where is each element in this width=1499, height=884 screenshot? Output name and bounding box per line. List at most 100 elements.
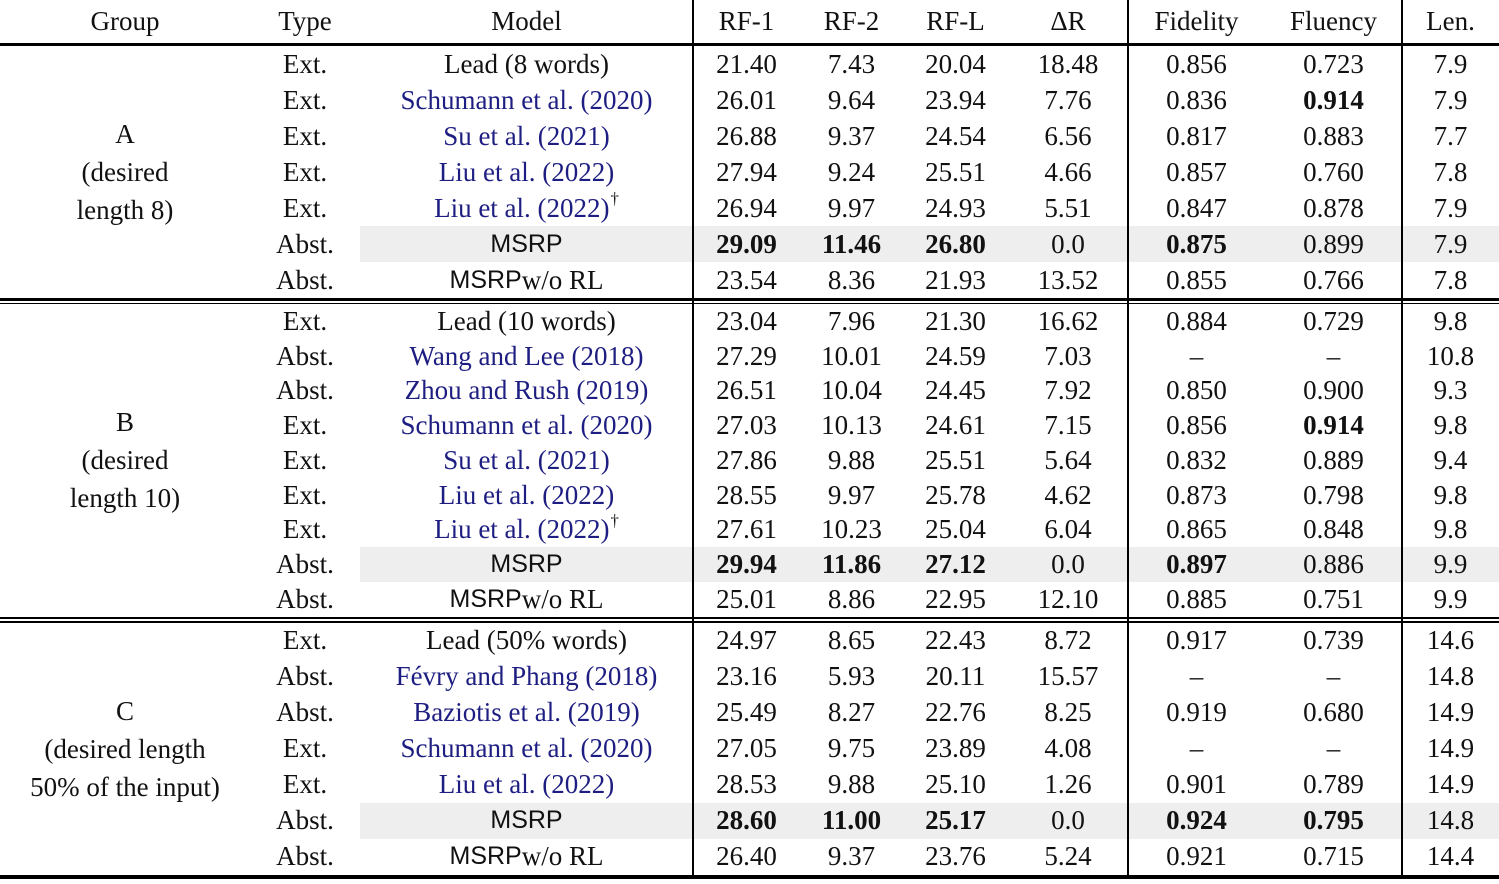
cell-type: Abst. — [276, 805, 334, 836]
group-section-A: A (desired length 8) Ext. Lead (8 words) 21.4… — [0, 46, 1499, 298]
cell-model: MSRP w/o RL — [360, 262, 693, 298]
cell-rf2: 10.01 — [821, 340, 882, 371]
cell-rfl: 23.94 — [925, 84, 986, 115]
citation-link[interactable]: Su et al. (2021) — [443, 120, 610, 151]
cell-type: Abst. — [276, 375, 334, 406]
cell-rf2: 9.88 — [827, 444, 876, 475]
cell-fluency: 0.900 — [1303, 375, 1364, 406]
cell-fluency: 0.798 — [1303, 479, 1364, 510]
cell-rf1: 27.61 — [716, 514, 777, 545]
cell-rf1: 27.29 — [716, 340, 777, 371]
cell-rf2: 9.97 — [827, 192, 876, 223]
cell-len: 7.9 — [1433, 84, 1468, 115]
cell-len: 14.9 — [1426, 733, 1475, 764]
cell-rf2: 11.00 — [800, 802, 903, 839]
model-text: w/o RL — [521, 264, 604, 295]
cell-fluency: 0.739 — [1303, 625, 1364, 656]
cell-fluency: 0.899 — [1265, 226, 1402, 262]
cell-len: 7.9 — [1433, 48, 1468, 79]
column-header-rf1: RF-1 — [718, 6, 775, 36]
citation-link[interactable]: Liu et al. (2022) — [438, 156, 615, 187]
cell-model: MSRP w/o RL — [360, 582, 693, 617]
column-header-rf2: RF-2 — [823, 6, 880, 36]
cell-rf2: 9.24 — [827, 156, 876, 187]
citation-link[interactable]: Liu et al. (2022) — [434, 192, 610, 223]
cell-rfl: 22.95 — [925, 584, 986, 614]
citation-link[interactable]: Su et al. (2021) — [443, 444, 610, 475]
cell-delta-r: 8.25 — [1044, 697, 1092, 728]
citation-link[interactable]: Schumann et al. (2020) — [400, 733, 653, 764]
cell-fidelity: 0.857 — [1166, 156, 1227, 187]
cell-len: 9.8 — [1433, 410, 1468, 441]
column-header-delta-r: ΔR — [1050, 6, 1086, 36]
cell-rfl: 26.80 — [903, 226, 1008, 262]
cell-rf2: 8.86 — [827, 584, 876, 614]
cell-rf1: 26.01 — [716, 84, 777, 115]
cell-fidelity: 0.856 — [1166, 410, 1227, 441]
model-name: MSRP — [449, 585, 522, 613]
cell-fidelity: 0.901 — [1166, 769, 1227, 800]
cell-rf1: 26.51 — [716, 375, 777, 406]
cell-delta-r: 5.51 — [1044, 192, 1092, 223]
cell-rfl: 25.04 — [925, 514, 986, 545]
dagger-superscript: † — [610, 188, 619, 208]
vertical-separator-model-rf1 — [692, 0, 694, 879]
cell-rf1: 29.09 — [693, 226, 800, 262]
cell-len: 7.9 — [1433, 192, 1468, 223]
rule-line-thick — [0, 616, 1499, 620]
cell-rf2: 8.65 — [827, 625, 876, 656]
cell-len: 14.9 — [1426, 697, 1475, 728]
cell-len: 7.8 — [1433, 156, 1468, 187]
citation-link[interactable]: Wang and Lee (2018) — [409, 340, 644, 371]
cell-type: Ext. — [282, 514, 328, 545]
cell-fluency: 0.789 — [1303, 769, 1364, 800]
cell-rfl: 24.93 — [925, 192, 986, 223]
cell-model: Baziotis et al. (2019) — [360, 695, 693, 731]
cell-delta-r: 16.62 — [1037, 305, 1099, 336]
cell-rf1: 28.53 — [716, 769, 777, 800]
citation-link[interactable]: Févry and Phang (2018) — [395, 661, 658, 692]
cell-type: Abst. — [276, 264, 334, 295]
citation-link[interactable]: Zhou and Rush (2019) — [404, 375, 649, 406]
cell-fidelity: 0.897 — [1128, 547, 1265, 583]
cell-fluency: 0.766 — [1303, 264, 1364, 295]
cell-rfl: 24.59 — [925, 340, 986, 371]
cell-fidelity: 0.924 — [1128, 802, 1265, 839]
cell-type: Abst. — [276, 661, 334, 692]
cell-len: 10.8 — [1426, 340, 1475, 371]
group-label-line: (desired length — [44, 733, 206, 764]
cell-model: Zhou and Rush (2019) — [360, 374, 693, 409]
model-text: Lead (10 words) — [437, 305, 616, 336]
group-label-line: B — [115, 407, 134, 438]
rule-line-thin — [0, 302, 1499, 304]
cell-type: Ext. — [282, 305, 328, 336]
cell-model: Liu et al. (2022) — [360, 478, 693, 513]
cell-len: 7.9 — [1402, 226, 1499, 262]
group-label-A: A (desired length 8) — [0, 46, 250, 298]
cell-model: Févry and Phang (2018) — [360, 659, 693, 695]
cell-len: 14.8 — [1402, 802, 1499, 839]
citation-link[interactable]: Schumann et al. (2020) — [400, 84, 653, 115]
cell-rf1: 27.03 — [716, 410, 777, 441]
cell-type: Abst. — [276, 697, 334, 728]
citation-link[interactable]: Baziotis et al. (2019) — [413, 697, 640, 728]
vertical-separator-dr-fidelity — [1127, 0, 1129, 879]
cell-fidelity: 0.885 — [1166, 584, 1227, 614]
cell-len: 14.4 — [1426, 841, 1475, 872]
cell-model: MSRP — [360, 547, 693, 583]
citation-link[interactable]: Schumann et al. (2020) — [400, 410, 653, 441]
cell-len: 9.9 — [1433, 584, 1468, 614]
cell-fidelity: 0.850 — [1166, 375, 1227, 406]
cell-delta-r: 0.0 — [1008, 226, 1128, 262]
cell-rf2: 10.13 — [821, 410, 882, 441]
cell-delta-r: 12.10 — [1037, 584, 1099, 614]
cell-model: Liu et al. (2022) — [360, 154, 693, 190]
citation-link[interactable]: Liu et al. (2022) — [438, 479, 615, 510]
citation-link[interactable]: Liu et al. (2022) — [438, 769, 615, 800]
cell-rf2: 5.93 — [827, 661, 876, 692]
cell-model: MSRP — [360, 226, 693, 262]
cell-type: Abst. — [276, 549, 334, 580]
group-separator-rule — [0, 616, 1499, 623]
cell-rf1: 25.49 — [716, 697, 777, 728]
citation-link[interactable]: Liu et al. (2022) — [434, 514, 610, 545]
